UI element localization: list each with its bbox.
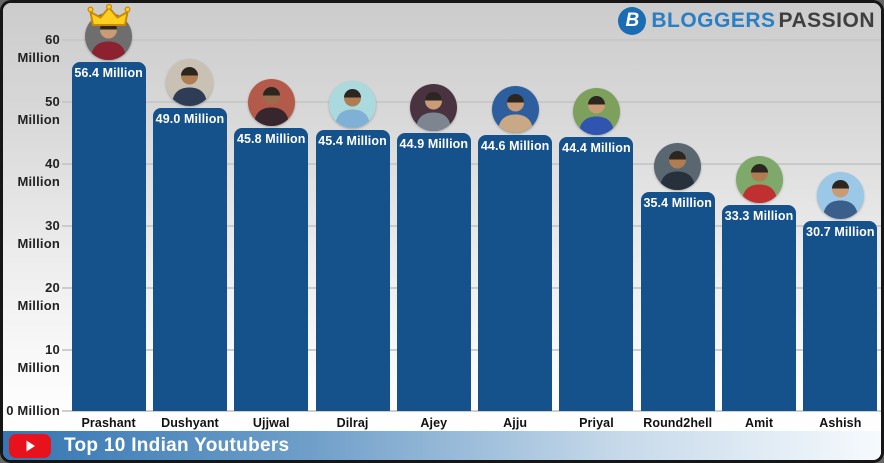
x-axis-label: Ajey bbox=[420, 416, 448, 430]
avatar-ujjwal bbox=[247, 78, 295, 126]
person-silhouette-icon bbox=[335, 89, 371, 129]
person-silhouette-icon bbox=[578, 95, 614, 135]
avatar-body bbox=[741, 184, 777, 204]
bar-value-label: 30.7 Million bbox=[806, 225, 875, 240]
avatar-hair bbox=[750, 164, 768, 173]
bar-value-label: 56.4 Million bbox=[74, 66, 143, 81]
bar: 35.4 Million bbox=[640, 192, 715, 412]
avatar-body bbox=[91, 41, 127, 61]
avatar-priyal bbox=[572, 87, 620, 135]
y-axis-tick-label: 40 Million bbox=[17, 155, 60, 189]
gridline bbox=[62, 224, 881, 227]
play-triangle-icon bbox=[26, 440, 35, 451]
bar-value-label: 44.6 Million bbox=[480, 139, 550, 154]
y-axis-tick-label: 50 Million bbox=[17, 93, 60, 127]
bar-value-label: 49.0 Million bbox=[155, 112, 225, 127]
crown-body bbox=[89, 6, 129, 27]
x-axis-label: Round2hell bbox=[643, 416, 713, 430]
x-axis-label: Priyal bbox=[579, 416, 614, 430]
gridline bbox=[62, 410, 881, 413]
logo-text-bloggers: BLOGGERS bbox=[651, 9, 776, 32]
x-axis-label: Ujjwal bbox=[252, 416, 290, 430]
avatar-body bbox=[416, 112, 452, 132]
avatar-body bbox=[822, 200, 858, 220]
x-axis-label: Ashish bbox=[819, 416, 862, 430]
bar-value-label: 44.4 Million bbox=[562, 140, 631, 155]
bar-value-label: 44.9 Million bbox=[399, 137, 469, 152]
y-axis-tick-label: 60 Million bbox=[17, 32, 60, 65]
x-axis-label: Amit bbox=[744, 416, 774, 430]
logo-text-passion: PASSION bbox=[778, 9, 875, 32]
x-axis-label: Ajju bbox=[503, 416, 528, 430]
bar: 45.8 Million bbox=[234, 127, 309, 412]
y-axis-tick-label: 0 Million bbox=[6, 403, 60, 419]
x-axis-label: Prashant bbox=[81, 416, 136, 430]
avatar-ajey bbox=[410, 84, 458, 132]
avatar-hair bbox=[181, 67, 199, 76]
avatar-amit bbox=[735, 156, 783, 204]
x-axis-label: Dushyant bbox=[161, 416, 219, 430]
avatar-body bbox=[660, 171, 696, 191]
person-silhouette-icon bbox=[741, 164, 777, 204]
avatar-body bbox=[172, 87, 208, 107]
gridline bbox=[62, 39, 881, 41]
bar: 45.4 Million bbox=[315, 130, 390, 412]
bar: 33.3 Million bbox=[722, 205, 797, 412]
person-silhouette-icon bbox=[172, 67, 208, 107]
title-banner: Top 10 Indian Youtubers bbox=[3, 431, 881, 460]
bar: 44.9 Million bbox=[396, 133, 471, 412]
person-silhouette-icon bbox=[497, 94, 533, 134]
bar-value-label: 45.4 Million bbox=[318, 134, 387, 149]
avatar-hair bbox=[831, 180, 849, 189]
gridline bbox=[62, 348, 881, 351]
x-axis-label: Dilraj bbox=[336, 416, 369, 430]
banner-title: Top 10 Indian Youtubers bbox=[64, 434, 290, 456]
avatar-hair bbox=[506, 94, 524, 103]
person-silhouette-icon bbox=[822, 180, 858, 220]
bar: 44.4 Million bbox=[559, 136, 634, 412]
avatar-hair bbox=[587, 95, 605, 105]
gridline bbox=[62, 100, 881, 103]
avatar-hair bbox=[425, 92, 443, 101]
bar: 56.4 Million bbox=[71, 62, 146, 412]
youtube-play-icon bbox=[9, 433, 51, 458]
avatar-dilraj bbox=[329, 81, 377, 129]
gridline bbox=[62, 286, 881, 289]
y-axis-tick-label: 20 Million bbox=[17, 279, 60, 313]
bar: 44.6 Million bbox=[478, 135, 553, 412]
avatar-hair bbox=[669, 151, 687, 160]
bloggerspassion-logo: B BLOGGERS PASSION bbox=[618, 7, 875, 35]
bar-value-label: 35.4 Million bbox=[643, 196, 713, 211]
avatar-dushyant bbox=[166, 59, 214, 107]
avatar-ashish bbox=[816, 172, 864, 220]
crown-icon bbox=[87, 4, 131, 27]
person-silhouette-icon bbox=[253, 86, 289, 126]
bloggerspassion-b-icon: B bbox=[618, 7, 647, 35]
avatar-round2hell bbox=[654, 143, 702, 191]
bar-value-label: 33.3 Million bbox=[724, 209, 794, 224]
y-axis-tick-label: 30 Million bbox=[17, 217, 60, 251]
avatar-body bbox=[578, 116, 614, 135]
avatar-body bbox=[497, 114, 533, 134]
bar: 30.7 Million bbox=[803, 221, 878, 412]
bar: 49.0 Million bbox=[152, 108, 227, 412]
avatar-hair bbox=[344, 89, 362, 98]
avatar-body bbox=[335, 109, 371, 129]
bar-value-label: 45.8 Million bbox=[236, 131, 306, 146]
avatar-body bbox=[253, 107, 289, 126]
avatar-ajju bbox=[491, 86, 539, 134]
person-silhouette-icon bbox=[660, 151, 696, 191]
person-silhouette-icon bbox=[416, 92, 452, 132]
gridline bbox=[62, 162, 881, 165]
y-axis-tick-label: 10 Million bbox=[17, 341, 60, 375]
chart-area: B BLOGGERS PASSION 0 Million 10 Million 20… bbox=[3, 3, 881, 431]
avatar-hair bbox=[262, 86, 280, 96]
